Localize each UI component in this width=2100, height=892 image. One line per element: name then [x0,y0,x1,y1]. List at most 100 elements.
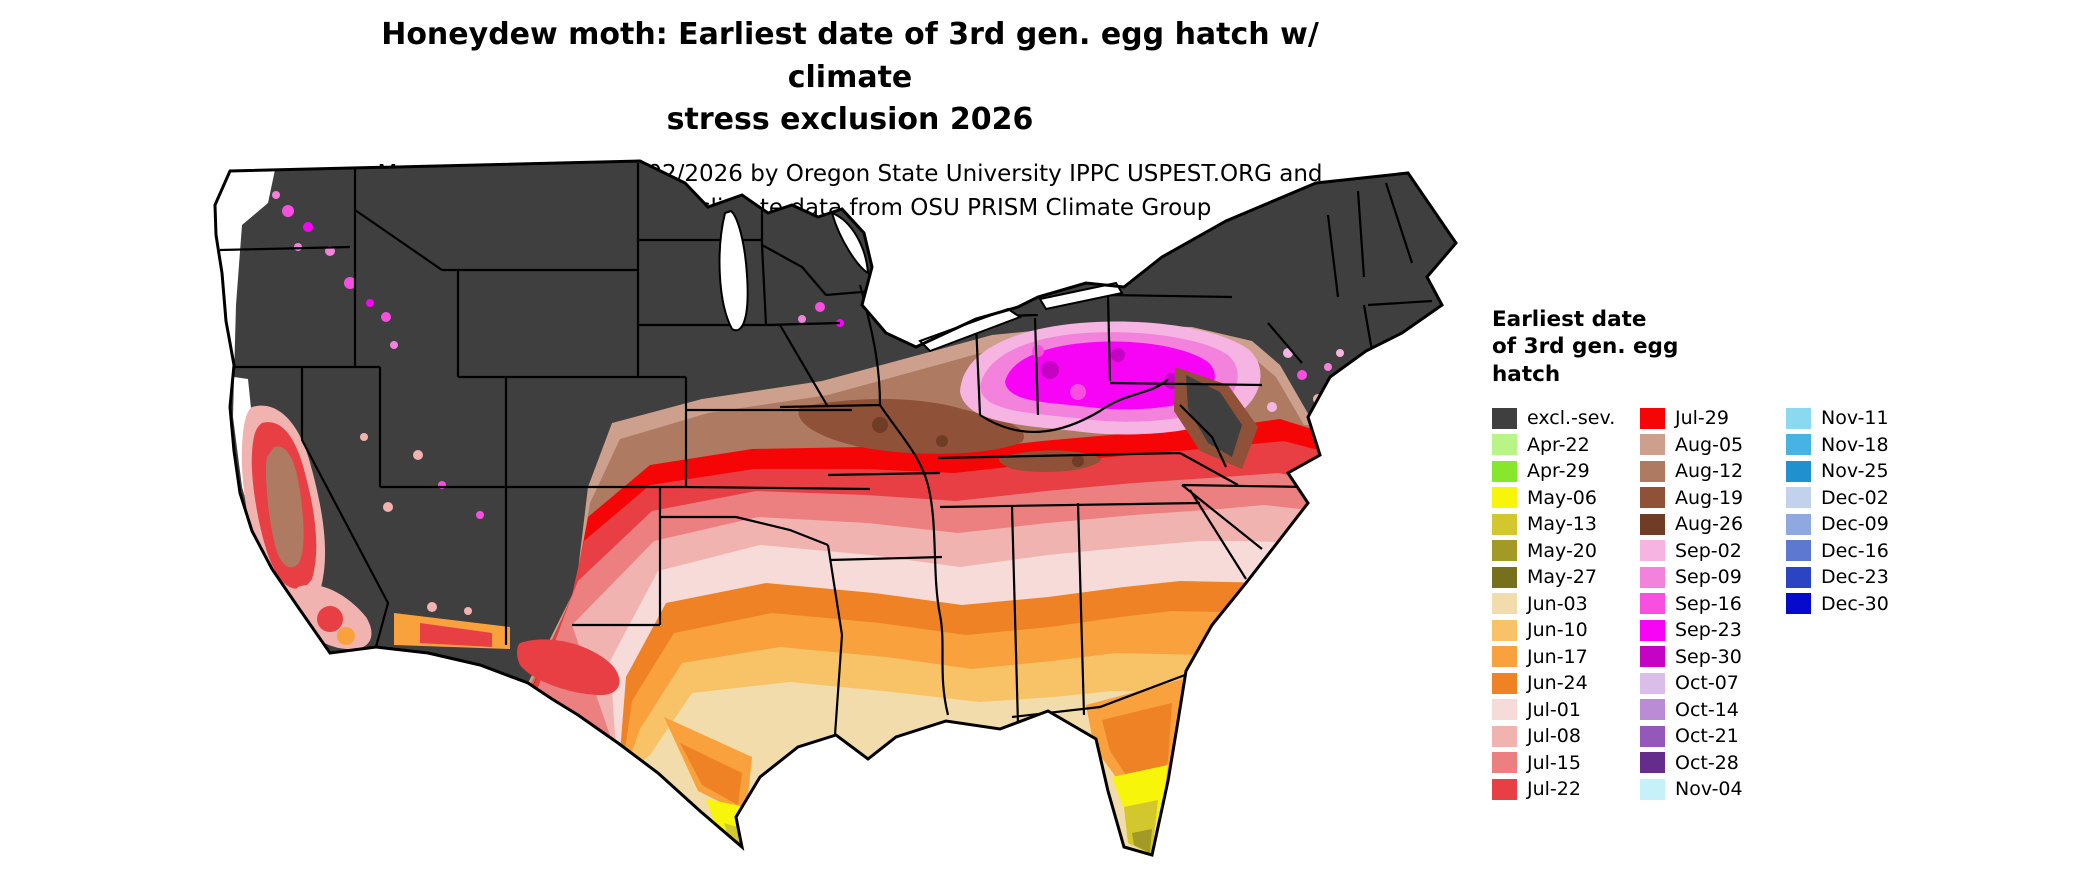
legend-swatch [1492,725,1517,747]
sep-spot [1032,345,1044,357]
legend-entry: Jun-10 [1492,617,1615,644]
legend-title: Earliest date of 3rd gen. egg hatch [1492,306,2012,388]
legend-columns: excl.-sev. Apr-22 Apr-29 May-06 May-13 May-20… [1492,405,2012,825]
legend-swatch [1492,672,1517,694]
legend-entry: May-06 [1492,484,1615,511]
legend-entry: Oct-14 [1640,696,1743,723]
legend-entry-label: Sep-16 [1675,592,1742,615]
legend-swatch [1786,407,1811,429]
legend-swatch [1640,619,1665,641]
legend-entry: Jun-03 [1492,590,1615,617]
legend-entry: Oct-07 [1640,670,1743,697]
legend-entry: Nov-11 [1786,405,1889,432]
speck [815,302,825,312]
legend-entry-label: Jul-15 [1527,751,1581,774]
sep-spot [1111,348,1125,362]
az-pink-spot [427,602,437,612]
legend-entry: excl.-sev. [1492,405,1615,432]
legend-entry-label: May-20 [1527,539,1597,562]
legend-entry-label: Aug-12 [1675,460,1744,483]
ridge-gray [1186,375,1242,457]
legend-entry-label: Jun-10 [1527,619,1588,642]
legend-entry: May-20 [1492,537,1615,564]
legend-swatch [1640,725,1665,747]
speck [798,315,806,323]
legend-swatch [1492,752,1517,774]
ca-valley-brown [265,446,304,568]
legend-swatch [1786,540,1811,562]
legend-entry: Jul-22 [1492,776,1615,803]
lake-ontario [1038,281,1124,311]
speck [1324,363,1332,371]
speck [1297,370,1307,380]
speck [344,277,356,289]
az-red-strip [420,623,492,647]
speck [1267,402,1277,412]
legend-entry: Nov-25 [1786,458,1889,485]
legend-entry-label: Dec-02 [1821,486,1889,509]
legend: Earliest date of 3rd gen. egg hatch excl… [1492,306,2012,825]
legend-entry: Sep-16 [1640,590,1743,617]
map-title-line2: stress exclusion 2026 [666,102,1034,138]
conus-outline [213,159,1458,857]
legend-title-line3: hatch [1492,361,1561,387]
map-title: Honeydew moth: Earliest date of 3rd gen.… [330,14,1370,142]
nm-red-blob [517,639,620,696]
lake-huron [830,211,870,275]
legend-entry-label: Oct-14 [1675,698,1739,721]
legend-entry-label: Sep-09 [1675,566,1742,589]
legend-entry-label: Apr-29 [1527,460,1590,483]
legend-entry: Dec-23 [1786,564,1889,591]
legend-swatch [1640,513,1665,535]
socal-red [317,606,343,632]
sep-spot [1070,384,1086,400]
legend-entry-label: Jun-03 [1527,592,1588,615]
legend-entry: Sep-23 [1640,617,1743,644]
legend-entry-label: Dec-23 [1821,566,1889,589]
legend-entry-label: Nov-25 [1821,460,1889,483]
legend-entry-label: Oct-28 [1675,751,1739,774]
legend-entry: Aug-12 [1640,458,1743,485]
legend-title-line1: Earliest date [1492,307,1647,332]
legend-swatch [1640,752,1665,774]
legend-title-line2: of 3rd gen. egg [1492,334,1679,360]
legend-entry-label: Nov-18 [1821,433,1889,456]
speck [360,433,368,441]
legend-entry-label: Sep-30 [1675,645,1742,668]
us-map [213,159,1458,857]
legend-entry-label: May-13 [1527,513,1597,536]
brown-spot [936,435,948,447]
legend-swatch [1786,434,1811,456]
legend-column-3: Nov-11 Nov-18 Nov-25 Dec-02 Dec-09 Dec-16 Dec-… [1786,405,1889,617]
map-california [241,405,372,650]
legend-column-2: Jul-29 Aug-05 Aug-12 Aug-19 Aug-26 Sep-02 Sep-… [1640,405,1743,803]
legend-swatch [1492,513,1517,535]
legend-entry-label: May-27 [1527,566,1597,589]
florida-tip-olive [1132,829,1152,853]
legend-entry: Apr-22 [1492,431,1615,458]
speck [476,511,484,519]
legend-entry: Nov-18 [1786,431,1889,458]
legend-entry: Oct-28 [1640,749,1743,776]
speck [366,299,374,307]
legend-entry: May-27 [1492,564,1615,591]
legend-swatch [1640,434,1665,456]
legend-swatch [1640,778,1665,800]
legend-swatch [1640,566,1665,588]
legend-entry: Aug-26 [1640,511,1743,538]
legend-swatch [1492,407,1517,429]
legend-entry: Oct-21 [1640,723,1743,750]
legend-entry-label: Jun-17 [1527,645,1588,668]
legend-swatch [1492,460,1517,482]
brown-spot [872,417,888,433]
legend-entry-label: excl.-sev. [1527,407,1616,430]
legend-entry-label: Dec-16 [1821,539,1889,562]
map-appalachian-ridge [1174,367,1258,469]
speck [390,341,398,349]
speck [303,222,313,232]
legend-swatch [1640,593,1665,615]
legend-entry: Aug-05 [1640,431,1743,458]
legend-entry: May-13 [1492,511,1615,538]
legend-swatch [1492,434,1517,456]
